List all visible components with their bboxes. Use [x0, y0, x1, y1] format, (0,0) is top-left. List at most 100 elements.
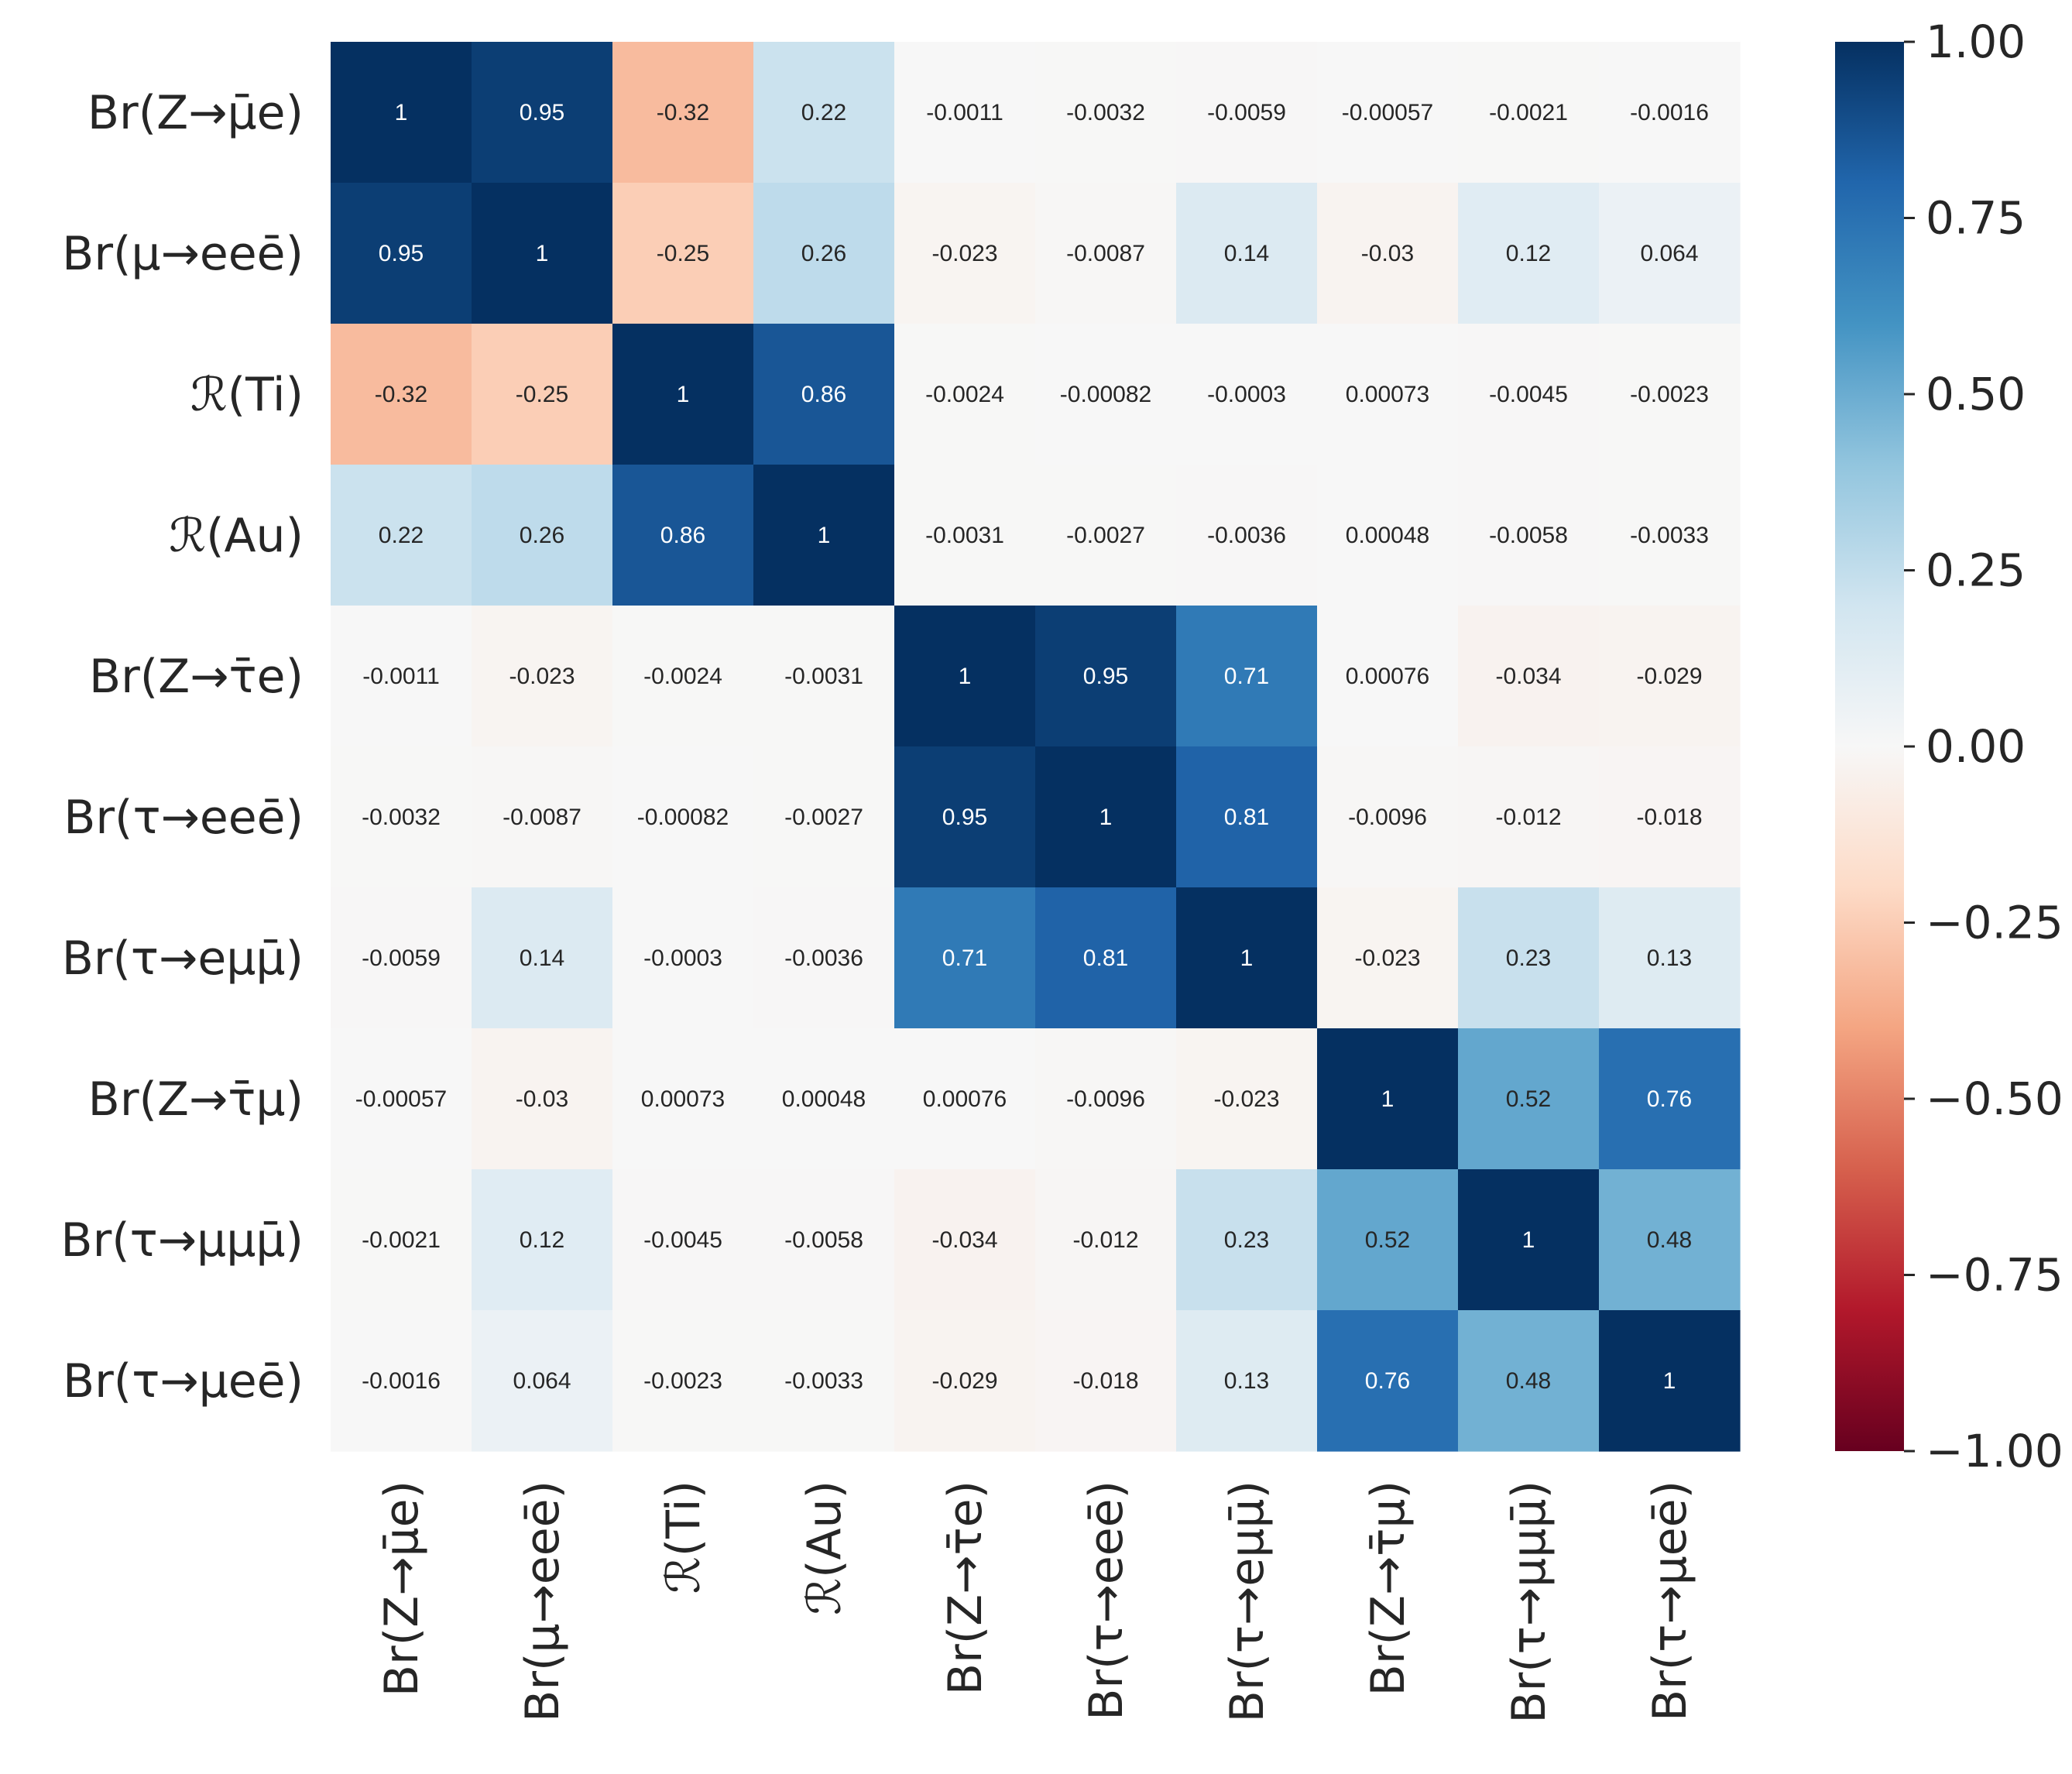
cell-annotation: -0.0096 — [1348, 805, 1427, 830]
heatmap-cell-r6-c2 — [612, 887, 754, 1029]
heatmap-cell-r7-c8 — [1458, 1028, 1600, 1170]
cell-annotation: 0.064 — [513, 1368, 571, 1394]
heatmap-cell-r4-c6 — [1176, 606, 1318, 747]
x-tick-label: Br(μ→eeē) — [516, 1481, 570, 1722]
heatmap-cell-r7-c9 — [1599, 1028, 1741, 1170]
colorbar-tick-label: −0.75 — [1926, 1249, 2063, 1302]
heatmap-cell-r2-c0 — [331, 324, 472, 465]
cell-annotation: -0.0058 — [1489, 523, 1568, 548]
cell-annotation: 0.22 — [379, 523, 424, 548]
heatmap-cell-r3-c4 — [894, 465, 1036, 606]
cell-annotation: -0.0032 — [362, 805, 441, 830]
colorbar-tick-label: 0.00 — [1926, 720, 2026, 773]
cell-annotation: 0.71 — [1224, 664, 1269, 689]
cell-annotation: -0.0027 — [1066, 523, 1145, 548]
cell-annotation: 0.00076 — [923, 1086, 1007, 1112]
cell-annotation: -0.0031 — [784, 664, 863, 689]
cell-annotation: -0.0021 — [362, 1227, 441, 1253]
heatmap-cell-r9-c3 — [753, 1310, 895, 1452]
cell-annotation: 0.86 — [801, 382, 846, 407]
heatmap-cell-r1-c6 — [1176, 183, 1318, 324]
heatmap-cell-r1-c0 — [331, 183, 472, 324]
cell-annotation: -0.0024 — [925, 382, 1004, 407]
heatmap-annotations: 1 0.95 -0.32 0.22 -0.0011 -0.0032 -0.0059 -0.00… — [355, 100, 1709, 1394]
cell-annotation: 1 — [1099, 805, 1113, 830]
heatmap-cell-r3-c7 — [1317, 465, 1459, 606]
colorbar-tick-label: 0.75 — [1926, 192, 2026, 245]
heatmap-cell-r9-c7 — [1317, 1310, 1459, 1452]
cell-annotation: -0.0033 — [1630, 523, 1709, 548]
heatmap-cell-r1-c9 — [1599, 183, 1741, 324]
cell-annotation: -0.0024 — [643, 664, 722, 689]
colorbar-tick-label: −1.00 — [1926, 1425, 2063, 1477]
cell-annotation: -0.0036 — [784, 945, 863, 971]
cell-annotation: 0.00073 — [1346, 382, 1429, 407]
x-tick-label: ℛ(Au) — [798, 1481, 852, 1615]
cell-annotation: 1 — [1240, 945, 1254, 971]
heatmap-cell-r1-c4 — [894, 183, 1036, 324]
cell-annotation: 0.00076 — [1346, 664, 1429, 689]
heatmap-cell-r1-c1 — [472, 183, 613, 324]
x-tick-label: Br(τ→μμμ̄) — [1502, 1481, 1556, 1724]
heatmap-cell-r2-c1 — [472, 324, 613, 465]
cell-annotation: 1 — [818, 523, 831, 548]
cell-annotation: -0.012 — [1495, 805, 1561, 830]
heatmap-cell-r7-c1 — [472, 1028, 613, 1170]
y-tick-label: ℛ(Au) — [169, 509, 304, 563]
heatmap-cell-r0-c6 — [1176, 42, 1318, 184]
heatmap-cell-r0-c0 — [331, 42, 472, 184]
heatmap-cell-r4-c2 — [612, 606, 754, 747]
heatmap-cell-r2-c4 — [894, 324, 1036, 465]
heatmap-cell-r8-c2 — [612, 1169, 754, 1311]
cell-annotation: -0.0059 — [362, 945, 441, 971]
x-tick-label: Br(τ→eeē) — [1079, 1481, 1134, 1721]
cell-annotation: -0.0027 — [784, 805, 863, 830]
heatmap-cell-r0-c5 — [1035, 42, 1177, 184]
heatmap-cell-r8-c8 — [1458, 1169, 1600, 1311]
heatmap-cell-r6-c4 — [894, 887, 1036, 1029]
x-tick-label: Br(Z→τ̄μ) — [1361, 1481, 1415, 1696]
cell-annotation: 0.14 — [520, 945, 564, 971]
colorbar-tick-label: 0.50 — [1926, 368, 2026, 420]
heatmap-cell-r3-c8 — [1458, 465, 1600, 606]
heatmap-cells — [331, 42, 1741, 1452]
heatmap-cell-r9-c9 — [1599, 1310, 1741, 1452]
cell-annotation: 0.52 — [1506, 1086, 1551, 1112]
y-tick-label: Br(τ→μeē) — [63, 1354, 304, 1409]
cell-annotation: -0.034 — [931, 1227, 997, 1253]
heatmap-cell-r0-c3 — [753, 42, 895, 184]
cell-annotation: 1 — [1381, 1086, 1394, 1112]
heatmap-cell-r1-c8 — [1458, 183, 1600, 324]
cell-annotation: -0.0011 — [926, 100, 1003, 125]
heatmap-cell-r2-c9 — [1599, 324, 1741, 465]
cell-annotation: 0.22 — [801, 100, 846, 125]
heatmap-cell-r9-c6 — [1176, 1310, 1318, 1452]
cell-annotation: 1 — [536, 241, 549, 266]
heatmap-cell-r7-c2 — [612, 1028, 754, 1170]
cell-annotation: -0.018 — [1636, 805, 1702, 830]
cell-annotation: -0.023 — [1213, 1086, 1279, 1112]
cell-annotation: -0.0087 — [1066, 241, 1145, 266]
cell-annotation: 1 — [677, 382, 690, 407]
colorbar: 1.00 0.75 0.50 0.25 0.00 −0.25 −0.50 −0.75 −1.00 — [1835, 15, 2063, 1477]
heatmap-cell-r3-c2 — [612, 465, 754, 606]
cell-annotation: 0.86 — [660, 523, 705, 548]
heatmap-cell-r4-c8 — [1458, 606, 1600, 747]
cell-annotation: -0.0045 — [643, 1227, 722, 1253]
cell-annotation: 0.95 — [379, 241, 424, 266]
cell-annotation: -0.0011 — [362, 664, 440, 689]
cell-annotation: -0.0003 — [643, 945, 722, 971]
x-axis-labels: Br(Z→μ̄e) Br(μ→eeē) ℛ(Ti) ℛ(Au) Br(Z→τ̄e) Br(… — [375, 1481, 1697, 1724]
heatmap-cell-r9-c4 — [894, 1310, 1036, 1452]
heatmap-cell-r9-c5 — [1035, 1310, 1177, 1452]
cell-annotation: -0.034 — [1495, 664, 1561, 689]
heatmap-cell-r7-c5 — [1035, 1028, 1177, 1170]
heatmap-cell-r6-c3 — [753, 887, 895, 1029]
cell-annotation: 0.26 — [801, 241, 846, 266]
cell-annotation: 0.14 — [1224, 241, 1269, 266]
heatmap-cell-r5-c2 — [612, 746, 754, 888]
y-tick-label: Br(Z→μ̄e) — [87, 86, 304, 140]
heatmap-cell-r8-c0 — [331, 1169, 472, 1311]
heatmap-cell-r3-c1 — [472, 465, 613, 606]
cell-annotation: 1 — [395, 100, 408, 125]
